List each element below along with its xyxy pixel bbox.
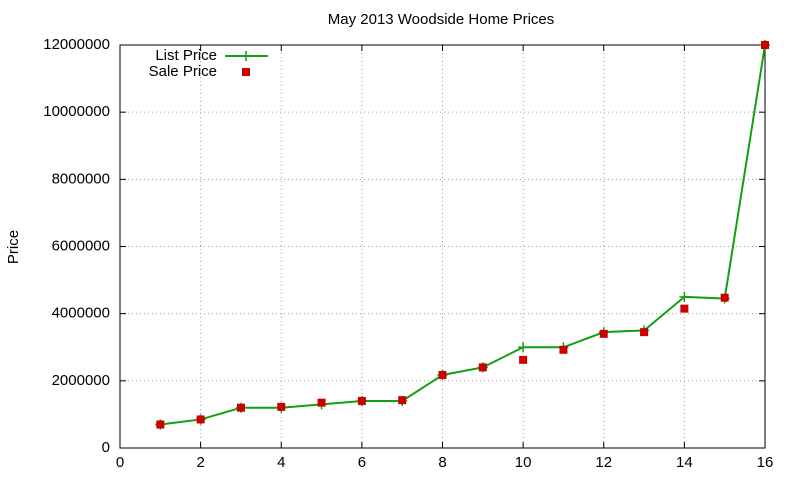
point	[156, 420, 165, 429]
point	[398, 396, 407, 405]
point	[599, 329, 608, 338]
y-tick-label: 4000000	[52, 305, 110, 322]
legend-marker	[242, 68, 250, 76]
point	[640, 328, 649, 337]
x-tick-label: 10	[515, 454, 532, 471]
point	[761, 41, 769, 49]
x-tick-label: 16	[757, 454, 774, 471]
point	[277, 402, 286, 411]
legend-marker	[241, 51, 251, 61]
point	[317, 398, 326, 407]
point	[559, 345, 568, 354]
x-tick-label: 0	[116, 454, 124, 471]
point	[438, 370, 447, 379]
x-tick-label: 4	[277, 454, 285, 471]
y-tick-label: 2000000	[52, 372, 110, 389]
x-tick-label: 12	[595, 454, 612, 471]
y-axis-label: Price	[5, 230, 22, 264]
point	[196, 415, 205, 424]
point	[680, 304, 689, 313]
point	[679, 291, 690, 302]
y-tick-label: 12000000	[43, 36, 110, 53]
chart-title: May 2013 Woodside Home Prices	[328, 11, 555, 28]
y-tick-label: 0	[102, 439, 110, 456]
line	[160, 44, 766, 426]
y-tick-label: 6000000	[52, 237, 110, 254]
x-tick-label: 2	[196, 454, 204, 471]
point	[518, 342, 529, 353]
point	[357, 396, 366, 405]
y-tick-label: 10000000	[43, 103, 110, 120]
point	[519, 355, 528, 364]
point	[478, 363, 487, 372]
legend-label: List Price	[155, 47, 217, 64]
x-tick-label: 6	[358, 454, 366, 471]
point	[720, 293, 729, 302]
y-tick-label: 8000000	[52, 170, 110, 187]
legend-label: Sale Price	[149, 63, 217, 80]
x-tick-label: 8	[438, 454, 446, 471]
x-tick-label: 14	[676, 454, 693, 471]
point	[236, 403, 245, 412]
plot-frame	[119, 44, 766, 449]
